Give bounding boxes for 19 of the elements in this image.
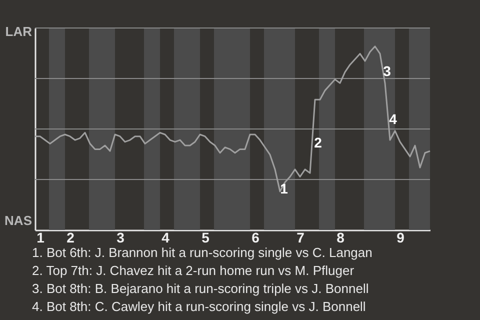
text: NAS — [4, 213, 32, 228]
annotation: 4 — [389, 110, 398, 127]
x-tick-label: 5 — [202, 230, 210, 246]
annotation: 1 — [280, 180, 288, 197]
x-tick-label: 2 — [66, 230, 75, 246]
x-tick-label: 1 — [36, 230, 45, 246]
x-tick-label: 7 — [296, 230, 305, 246]
annotation: 2 — [314, 134, 322, 151]
text: 2. Top 7th: J. Chavez hit a 2-run home run vs M. Pfluger — [32, 263, 355, 278]
text: 3. Bot 8th: B. Bejarano hit a run-scoring triple vs J. Bonnell — [32, 281, 369, 296]
x-tick-label: 8 — [336, 230, 345, 246]
x-tick-label: 6 — [252, 230, 260, 246]
x-tick-label: 9 — [396, 230, 405, 246]
text: 4. Bot 8th: C. Cawley hit a run-scoring single vs J. Bonnell — [32, 299, 366, 314]
x-tick-label: 4 — [162, 230, 170, 246]
text: LAR — [5, 24, 33, 39]
annotation: 3 — [383, 63, 392, 80]
text: 1. Bot 6th: J. Brannon hit a run-scoring single vs C. Langan — [32, 245, 372, 260]
x-tick-label: 3 — [116, 230, 125, 246]
